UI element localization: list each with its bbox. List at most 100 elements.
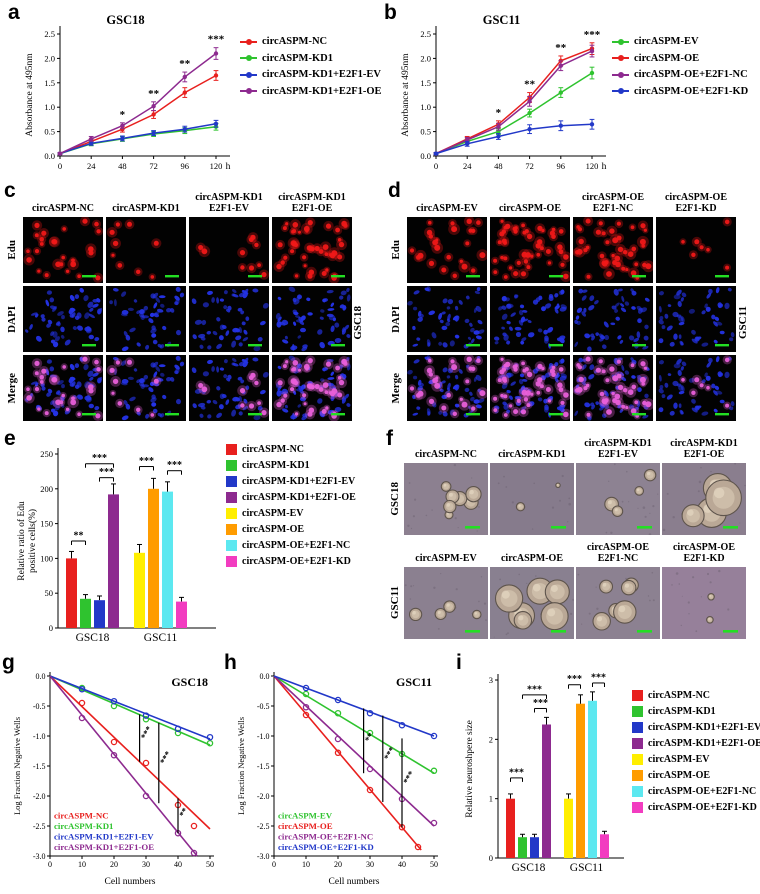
legend-label: circASPM-OE+E2F1-KD (648, 802, 757, 813)
svg-text:GSC11: GSC11 (483, 13, 521, 27)
svg-text:circASPM-NC: circASPM-NC (54, 811, 109, 821)
fluorescence-image (573, 217, 653, 283)
cell-line-label-cell: GSC18 (388, 463, 402, 535)
grid-corner (388, 188, 404, 214)
line-chart-svg: 0.0 0.5 1.0 1.5 2.0 2.5 0 24 48 72 96 120 h GSC18 Abso… (25, 13, 231, 172)
column-header: circASPM-EV (415, 552, 477, 564)
legend-label: circASPM-KD1+E2F1-OE (262, 85, 382, 97)
svg-text:***: *** (509, 767, 524, 778)
legend-swatch (632, 690, 643, 701)
legend-swatch (226, 556, 237, 567)
micrograph-dapi (573, 286, 653, 352)
micrograph-edu (573, 217, 653, 283)
svg-text:250: 250 (40, 449, 53, 459)
row-label: DAPI (6, 305, 18, 333)
legend-item: circASPM-KD1+E2F1-EV (240, 69, 382, 81)
svg-text:-0.5: -0.5 (33, 702, 46, 711)
row-label-cell: DAPI (4, 286, 20, 352)
panel-e-edu-bar-chart: 0 50 100 150 200 250 GSC18 GSC11 ** *** *** *** *** R… (16, 436, 218, 648)
svg-text:circASPM-EV: circASPM-EV (278, 811, 333, 821)
svg-text:20: 20 (334, 860, 342, 869)
panel-letter-h: h (224, 651, 237, 674)
legend-swatch (632, 802, 643, 813)
svg-text:***: *** (139, 724, 155, 741)
panel-g-limiting-dilution-chart: 0.0 -0.5 -1.0 -1.5 -2.0 -2.5 -3.0 0 10 20 30 40 50 Ce… (12, 662, 220, 888)
panel-c-cell-line-label: GSC18 (351, 255, 365, 390)
brightfield-image (490, 567, 574, 639)
line-chart-svg: 0.0 0.5 1.0 1.5 2.0 2.5 0 24 48 72 96 120 h GSC11 Abso… (401, 13, 607, 172)
row-label-cell: Merge (388, 355, 404, 421)
fluorescence-image (23, 355, 103, 421)
column-header: circASPM-KD1 E2F1-EV (584, 437, 652, 460)
micrograph-edu (490, 217, 570, 283)
svg-text:1.5: 1.5 (420, 78, 431, 88)
row-label: Merge (390, 372, 402, 404)
svg-text:GSC18: GSC18 (76, 632, 110, 644)
micrograph-dapi (407, 286, 487, 352)
svg-text:Cell numbers: Cell numbers (105, 877, 156, 887)
panel-c-micrograph-grid: circASPM-NC circASPM-KD1 circASPM-KD1 E2F1-… (4, 188, 352, 421)
panel-a-legend: circASPM-NC circASPM-KD1 circASPM-KD1+E2F1… (240, 36, 382, 102)
row-label: DAPI (390, 305, 402, 333)
svg-text:**: ** (74, 531, 84, 542)
svg-text:circASPM-KD1+E2F1-OE: circASPM-KD1+E2F1-OE (54, 842, 154, 852)
fluorescence-image (189, 355, 269, 421)
svg-text:0: 0 (49, 623, 53, 633)
panel-letter-d: d (388, 179, 401, 202)
legend-label: circASPM-KD1 (262, 52, 333, 64)
micrograph-dapi (23, 286, 103, 352)
row-label: Edu (6, 240, 18, 260)
svg-text:0: 0 (434, 161, 438, 171)
panel-b-growth-curve-chart: 0.0 0.5 1.0 1.5 2.0 2.5 0 24 48 72 96 120 h GSC11 Abso… (398, 12, 610, 180)
fluorescence-image (272, 355, 352, 421)
column-header: circASPM-OE (500, 552, 564, 564)
column-header: circASPM-EV (416, 202, 478, 214)
svg-text:h: h (602, 162, 607, 172)
panel-letter-e: e (4, 427, 16, 450)
legend-label: circASPM-NC (262, 36, 328, 47)
legend-label: circASPM-OE (242, 524, 305, 535)
svg-text:40: 40 (174, 860, 182, 869)
column-header: circASPM-OE E2F1-NC (581, 191, 645, 214)
micrograph-merge (407, 355, 487, 421)
legend-item: circASPM-OE (612, 53, 748, 65)
legend-item: circASPM-KD1 (632, 706, 760, 717)
legend-item: circASPM-OE+E2F1-KD (612, 86, 748, 98)
svg-text:Absorbance at 495nm: Absorbance at 495nm (25, 53, 35, 137)
svg-text:-1.0: -1.0 (33, 732, 46, 741)
column-header: circASPM-KD1 (498, 448, 566, 460)
svg-text:circASPM-OE: circASPM-OE (278, 821, 333, 831)
svg-text:-3.0: -3.0 (33, 852, 46, 861)
svg-text:20: 20 (110, 860, 118, 869)
legend-line-marker (612, 88, 629, 95)
panel-letter-b: b (384, 1, 397, 24)
bar-chart-svg: 0 1 2 3 GSC18 GSC11 *** *** *** *** *** Relative ne… (465, 672, 624, 874)
panel-a-growth-curve-chart: 0.0 0.5 1.0 1.5 2.0 2.5 0 24 48 72 96 120 h GSC18 Abso… (22, 12, 234, 180)
svg-text:***: *** (401, 769, 417, 786)
svg-text:Log Fraction Negative Wells: Log Fraction Negative Wells (12, 717, 22, 815)
legend-label: circASPM-OE (648, 770, 711, 781)
legend-swatch (226, 476, 237, 487)
micrograph-dapi (106, 286, 186, 352)
svg-text:***: *** (208, 34, 225, 46)
legend-label: circASPM-KD1+E2F1-EV (242, 476, 356, 487)
legend-item: circASPM-KD1+E2F1-OE (226, 492, 356, 503)
column-header: circASPM-NC (414, 448, 478, 460)
svg-text:150: 150 (40, 519, 53, 529)
micrograph-edu (272, 217, 352, 283)
panel-f-neurosphere-grid: circASPM-NC circASPM-KD1 circASPM-KD1 E2F1-… (388, 434, 746, 639)
svg-text:1.0: 1.0 (420, 102, 431, 112)
fluorescence-image (656, 286, 736, 352)
fluorescence-image (189, 286, 269, 352)
neurosphere-micrograph (404, 567, 488, 639)
svg-text:***: *** (527, 684, 542, 695)
legend-line-marker (240, 71, 257, 78)
lda-chart-svg: 0.0 -0.5 -1.0 -1.5 -2.0 -2.5 -3.00 10 20 30 40 50 Ce… (236, 672, 438, 887)
svg-text:2.0: 2.0 (420, 53, 431, 63)
column-header: circASPM-KD1 E2F1-OE (278, 191, 346, 214)
panel-h-limiting-dilution-chart: 0.0 -0.5 -1.0 -1.5 -2.0 -2.5 -3.0 0 10 20 30 40 50 Ce… (236, 662, 444, 888)
legend-line-marker (612, 55, 629, 62)
cell-line-label: GSC11 (389, 586, 401, 620)
legend-label: circASPM-NC (648, 690, 711, 701)
